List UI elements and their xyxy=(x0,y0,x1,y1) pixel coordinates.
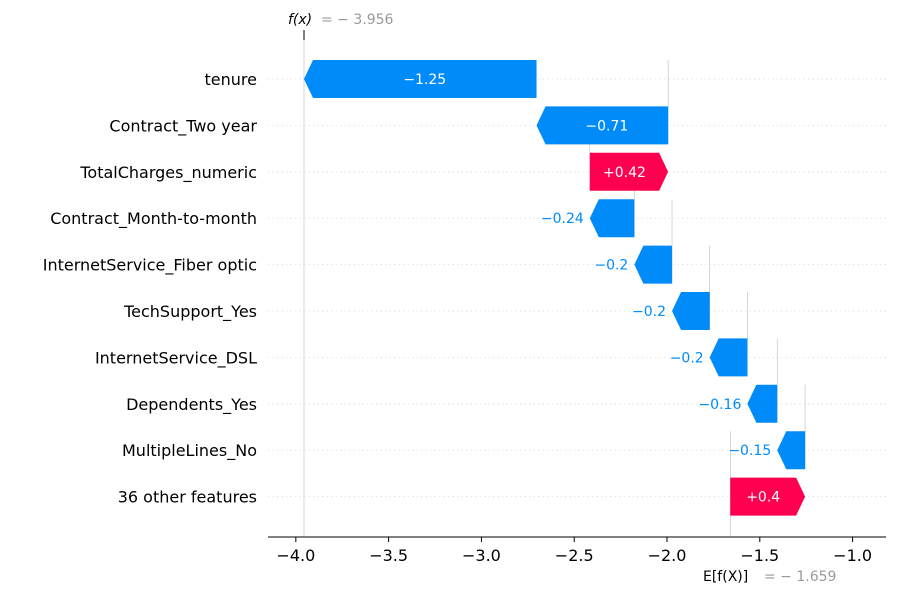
ex-label: E[f(X)] xyxy=(703,569,748,585)
x-tick-label: −2.0 xyxy=(648,546,687,565)
fx-label: f(x) xyxy=(288,12,312,28)
waterfall-bar xyxy=(730,477,806,516)
feature-label: TechSupport_Yes xyxy=(123,302,257,322)
bar-value-label: −0.2 xyxy=(632,304,666,320)
waterfall-bar xyxy=(672,292,710,330)
waterfall-bar xyxy=(634,245,673,284)
feature-label: Contract_Month-to-month xyxy=(50,209,257,229)
bar-value-label: −0.2 xyxy=(594,258,628,274)
x-axis: −4.0 −3.5 −3.0 −2.5 −2.0 −1.5 −1.0 xyxy=(268,536,886,565)
feature-label: tenure xyxy=(205,70,257,89)
waterfall-bar xyxy=(777,431,806,470)
x-tick-label: −2.5 xyxy=(555,546,594,565)
feature-label: MultipleLines_No xyxy=(122,441,257,461)
ex-value: = − 1.659 xyxy=(764,569,836,585)
feature-label: InternetService_DSL xyxy=(95,348,257,368)
connector-lines xyxy=(303,30,806,537)
fx-annotation: f(x) = − 3.956 xyxy=(288,12,394,28)
feature-label: InternetService_Fiber optic xyxy=(43,256,257,276)
bar-value-label: −0.15 xyxy=(728,443,771,459)
bar-value-label: −0.71 xyxy=(585,118,628,134)
bar-value-label: −0.16 xyxy=(698,397,741,413)
bar-value-label: −0.2 xyxy=(670,350,704,366)
x-tick-label: −3.0 xyxy=(462,546,501,565)
x-tick-label: −1.0 xyxy=(833,546,872,565)
x-tick-label: −1.5 xyxy=(740,546,779,565)
waterfall-bar xyxy=(589,199,635,238)
bar-value-label: −1.25 xyxy=(403,72,446,88)
feature-label: TotalCharges_numeric xyxy=(79,163,257,183)
feature-label: Contract_Two year xyxy=(109,116,257,136)
feature-labels: tenure Contract_Two year TotalCharges_nume… xyxy=(43,70,258,507)
bar-value-label: −0.24 xyxy=(541,211,584,227)
waterfall-bar xyxy=(589,152,669,191)
bars: −1.25 −0.71 +0.42 −0.24 −0.2 −0.2 −0.2 −0.16 −0.… xyxy=(304,60,806,516)
waterfall-bar xyxy=(709,338,748,377)
feature-label: 36 other features xyxy=(118,488,257,507)
bar-value-label: +0.4 xyxy=(746,490,780,506)
waterfall-bar xyxy=(747,384,778,423)
ex-annotation: E[f(X)] = − 1.659 xyxy=(703,569,836,585)
x-tick-label: −3.5 xyxy=(369,546,408,565)
fx-value: = − 3.956 xyxy=(321,12,394,28)
waterfall-bar xyxy=(304,60,537,98)
bar-value-label: +0.42 xyxy=(603,165,646,181)
feature-label: Dependents_Yes xyxy=(126,395,257,415)
x-tick-label: −4.0 xyxy=(276,546,315,565)
waterfall-bar xyxy=(536,106,669,145)
